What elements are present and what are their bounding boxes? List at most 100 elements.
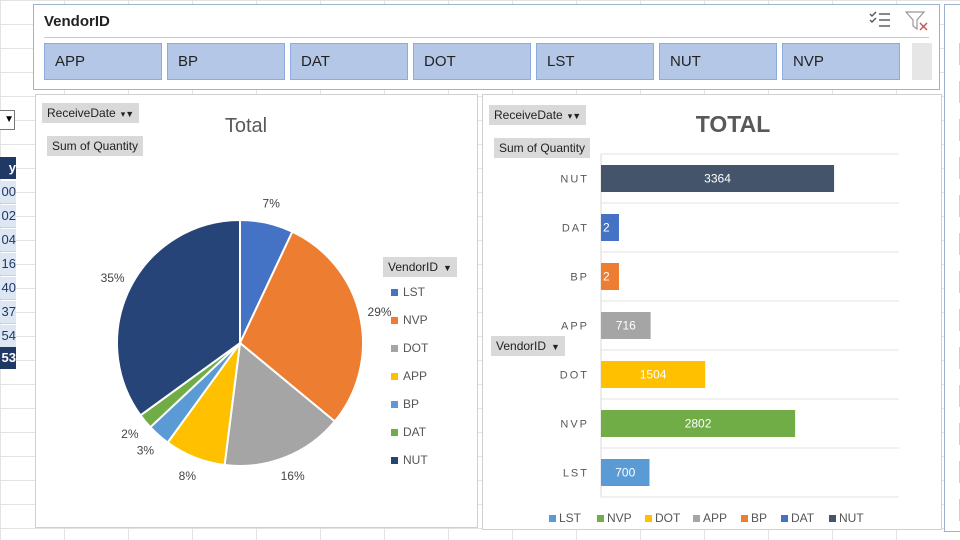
bar-axis-label-dat: DAT	[562, 223, 589, 235]
slicer-title: VendorID	[44, 13, 110, 30]
legend-swatch	[391, 429, 398, 437]
pie-chart-panel[interactable]: ReceiveDate ▾▼ Sum of Quantity Total 7% 29…	[35, 94, 478, 528]
bar-dot[interactable]	[601, 361, 706, 388]
legend-label: DAT	[791, 511, 815, 525]
legend-label: APP	[703, 511, 728, 525]
legend-swatch	[645, 515, 652, 523]
pie-data-label-dat: 2%	[121, 427, 139, 441]
bar-data-label-lst: 700	[615, 466, 635, 480]
sheet-row: 04	[0, 229, 16, 252]
legend-swatch	[549, 515, 556, 523]
receive-date-filter-button-2[interactable]: ReceiveDate ▾▼	[489, 105, 587, 125]
legend-label: DOT	[655, 511, 681, 525]
sum-of-quantity-field[interactable]: Sum of Quantity	[47, 136, 144, 156]
bar-nvp[interactable]	[601, 410, 796, 437]
legend-label: DAT	[403, 425, 427, 439]
sum-of-quantity-field-2[interactable]: Sum of Quantity	[494, 138, 591, 158]
slicer-button-dat[interactable]: DAT	[290, 43, 408, 80]
bar-nut[interactable]	[601, 165, 835, 192]
sheet-row: 00	[0, 181, 16, 204]
slicer-button-lst[interactable]: LST	[536, 43, 654, 80]
bar-legend-item-nvp: NVP	[597, 511, 632, 525]
bar-lst[interactable]	[601, 459, 650, 486]
legend-label: DOT	[403, 341, 429, 355]
pie-data-label-dot: 16%	[281, 469, 305, 483]
bar-data-label-dat: 2	[603, 221, 610, 235]
bar-axis-label-lst: LST	[563, 468, 589, 480]
bar-data-label-nvp: 2802	[685, 417, 712, 431]
sheet-row: 54	[0, 325, 16, 348]
pie-legend-item-lst: LST	[391, 285, 425, 299]
slicer-scrollbar[interactable]	[912, 43, 932, 80]
legend-swatch	[693, 515, 700, 523]
dropdown-arrow-icon: ▼	[443, 263, 452, 273]
bar-app[interactable]	[601, 312, 651, 339]
legend-swatch	[391, 457, 398, 465]
vendorid-legend-filter-button[interactable]: VendorID ▼	[383, 257, 457, 277]
slicer-button-nut[interactable]: NUT	[659, 43, 777, 80]
legend-swatch	[391, 401, 398, 409]
dropdown-arrow-icon: ▼	[551, 342, 560, 352]
vendorid-slicer: VendorID APP BP DAT DOT LST NUT NVP	[33, 4, 940, 90]
sheet-filter-button[interactable]: ▼	[0, 110, 15, 130]
legend-swatch	[391, 345, 398, 353]
bar-axis-label-bp: BP	[570, 272, 589, 284]
vendorid-axis-filter-button[interactable]: VendorID ▼	[491, 336, 565, 356]
pie-data-label-lst: 7%	[263, 196, 281, 210]
bar-legend-item-dat: DAT	[781, 511, 814, 525]
pie-slice-dot[interactable]	[223, 341, 337, 467]
clear-filter-icon[interactable]	[905, 10, 929, 32]
legend-label: LST	[403, 285, 426, 299]
bar-axis-label-app: APP	[561, 321, 589, 333]
pie-data-label-nut: 35%	[101, 271, 125, 285]
legend-swatch	[391, 289, 398, 297]
bar-dat[interactable]	[601, 214, 619, 241]
pie-legend-item-dot: DOT	[391, 341, 428, 355]
sheet-row: 02	[0, 205, 16, 228]
sheet-row: 40	[0, 277, 16, 300]
slicer-button-dot[interactable]: DOT	[413, 43, 531, 80]
legend-label: BP	[751, 511, 768, 525]
slicer-button-app[interactable]: APP	[44, 43, 162, 80]
receive-date-filter-button[interactable]: ReceiveDate ▾▼	[42, 103, 140, 123]
legend-label: NVP	[403, 313, 428, 327]
pie-slice-nvp[interactable]	[238, 230, 364, 423]
slicer-button-nvp[interactable]: NVP	[782, 43, 900, 80]
bar-bp[interactable]	[601, 263, 619, 290]
sheet-column-header: y	[0, 157, 16, 179]
pie-legend-item-nut: NUT	[391, 453, 428, 467]
slicer-button-bp[interactable]: BP	[167, 43, 285, 80]
pie-slice-nut[interactable]	[116, 218, 241, 417]
bar-axis-label-nvp: NVP	[560, 419, 589, 431]
bar-legend-item-bp: BP	[741, 511, 767, 525]
bar-data-label-bp: 2	[603, 270, 610, 284]
bar-chart-title: TOTAL	[695, 111, 771, 137]
pie-chart: 7% 29% 16% 8% 3% 2% 35%	[101, 196, 392, 483]
pie-legend-item-app: APP	[391, 369, 427, 383]
bar-axis-label-nut: NUT	[560, 174, 589, 186]
bar-legend-item-app: APP	[693, 511, 727, 525]
sheet-row: 37	[0, 301, 16, 324]
bar-legend-item-nut: NUT	[829, 511, 864, 525]
legend-swatch	[829, 515, 836, 523]
filter-icon: ▾▼	[120, 109, 135, 119]
pie-data-label-bp: 3%	[137, 443, 155, 457]
legend-label: NUT	[839, 511, 864, 525]
pie-data-label-nvp: 29%	[368, 305, 392, 319]
legend-swatch	[391, 373, 398, 381]
legend-swatch	[391, 317, 398, 325]
sheet-total-row: 53	[0, 347, 16, 369]
sheet-row: 16	[0, 253, 16, 276]
bar-data-label-app: 716	[616, 319, 636, 333]
bar-data-label-dot: 1504	[640, 368, 667, 382]
bar-legend-item-dot: DOT	[645, 511, 680, 525]
pie-legend-item-dat: DAT	[391, 425, 426, 439]
bar-chart-panel[interactable]: ReceiveDate ▾▼ Sum of Quantity TOTAL NUT 3…	[482, 94, 942, 530]
legend-swatch	[781, 515, 788, 523]
multi-select-icon[interactable]	[869, 10, 891, 32]
bar-axis-label-dot: DOT	[560, 370, 589, 382]
bar-data-label-nut: 3364	[704, 172, 731, 186]
pie-data-label-app: 8%	[179, 469, 197, 483]
legend-swatch	[597, 515, 604, 523]
bar-legend-item-lst: LST	[549, 511, 581, 525]
